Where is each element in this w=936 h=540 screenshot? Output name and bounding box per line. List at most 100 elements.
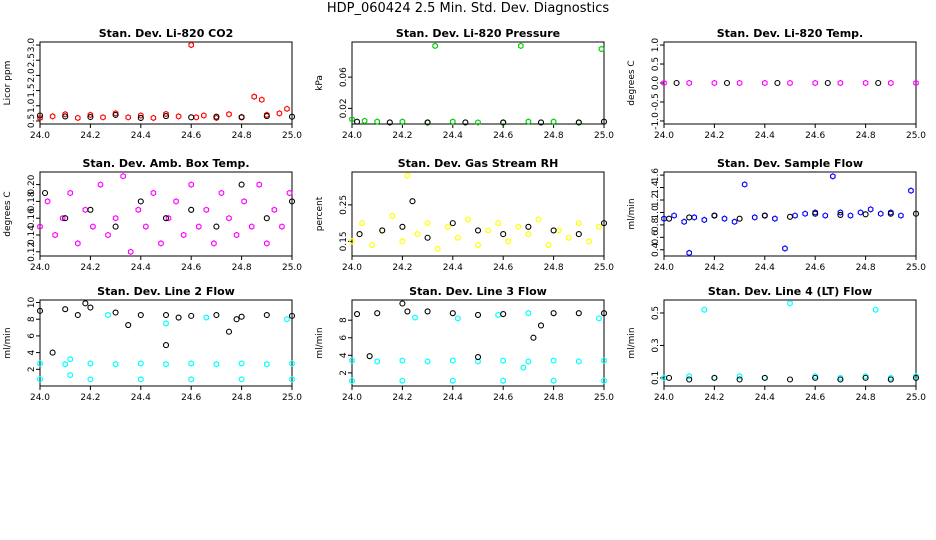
y-tick-label: 0.8 bbox=[651, 217, 661, 232]
data-point bbox=[238, 376, 245, 383]
reference-point bbox=[162, 342, 170, 349]
data-point bbox=[681, 218, 687, 226]
data-point bbox=[226, 214, 232, 222]
data-point bbox=[596, 315, 602, 322]
data-point bbox=[475, 358, 481, 365]
reference-point bbox=[875, 79, 882, 87]
plot-frame bbox=[39, 299, 293, 387]
data-point bbox=[525, 358, 532, 365]
reference-point bbox=[112, 223, 119, 230]
data-point bbox=[661, 79, 667, 87]
data-point bbox=[59, 214, 66, 222]
data-point bbox=[535, 216, 542, 223]
data-point bbox=[661, 215, 667, 222]
reference-point bbox=[353, 310, 361, 318]
data-point bbox=[105, 311, 111, 319]
data-point bbox=[485, 227, 491, 234]
data-point bbox=[686, 249, 693, 257]
chart-panel-9: Stan. Dev. Line 4 (LT) Flow 24.0 24.2 24.4 2… bbox=[627, 285, 926, 403]
plot-frame bbox=[663, 41, 917, 125]
y-tick-label: 0.5 bbox=[27, 114, 37, 128]
y-tick-label: 0.06 bbox=[339, 67, 349, 87]
chart-panel-1: Stan. Dev. Li-820 CO2 24.0 24.2 24.4 24.6 24.… bbox=[3, 27, 302, 141]
data-point bbox=[711, 79, 718, 87]
data-point bbox=[349, 116, 355, 123]
data-point bbox=[772, 215, 778, 222]
y-tick-label: 0.5 bbox=[651, 306, 661, 320]
data-point bbox=[686, 79, 693, 87]
data-point bbox=[671, 212, 677, 219]
data-point bbox=[741, 181, 748, 188]
data-point bbox=[661, 374, 667, 382]
x-tick-label: 25.0 bbox=[282, 263, 302, 273]
data-point bbox=[449, 377, 456, 384]
y-axis-label: degrees C bbox=[3, 191, 13, 236]
data-point bbox=[455, 234, 461, 241]
data-point bbox=[90, 223, 96, 230]
chart-panel-4: Stan. Dev. Amb. Box Temp. 24.0 24.2 24.4 24.… bbox=[3, 157, 302, 273]
data-point bbox=[887, 79, 894, 87]
reference-point bbox=[500, 119, 507, 126]
data-point bbox=[284, 105, 290, 113]
reference-point bbox=[36, 307, 44, 314]
x-tick-label: 24.0 bbox=[342, 263, 362, 273]
reference-point bbox=[575, 231, 582, 238]
x-tick-label: 24.8 bbox=[856, 393, 876, 403]
data-point bbox=[100, 114, 106, 121]
reference-point bbox=[62, 306, 69, 313]
data-point bbox=[203, 206, 210, 214]
plot-frame bbox=[351, 171, 605, 257]
y-axis-label: ml/min bbox=[627, 327, 637, 358]
data-point bbox=[475, 119, 481, 126]
x-tick-label: 24.6 bbox=[181, 131, 201, 141]
data-point bbox=[67, 189, 74, 197]
y-tick-label: 0.02 bbox=[339, 98, 349, 118]
reference-point bbox=[500, 310, 507, 318]
data-point bbox=[52, 231, 58, 239]
y-tick-label: 1.4 bbox=[651, 180, 661, 195]
reference-point bbox=[288, 198, 296, 205]
x-tick-label: 24.6 bbox=[493, 263, 513, 273]
x-tick-label: 24.0 bbox=[654, 131, 674, 141]
data-point bbox=[434, 245, 441, 252]
reference-point bbox=[600, 220, 608, 227]
y-tick-label: 2 bbox=[339, 370, 349, 376]
x-tick-label: 24.4 bbox=[443, 393, 463, 403]
data-point bbox=[761, 79, 768, 87]
reference-point bbox=[474, 353, 482, 361]
data-point bbox=[201, 112, 207, 119]
x-tick-label: 25.0 bbox=[282, 131, 302, 141]
data-point bbox=[188, 181, 194, 188]
data-point bbox=[238, 360, 245, 367]
data-point bbox=[601, 377, 607, 384]
data-point bbox=[125, 114, 131, 121]
x-tick-label: 24.2 bbox=[392, 263, 412, 273]
data-point bbox=[150, 114, 157, 122]
data-point bbox=[188, 360, 194, 367]
data-point bbox=[887, 209, 894, 216]
data-point bbox=[195, 223, 202, 230]
reference-point bbox=[786, 376, 794, 383]
data-point bbox=[188, 376, 194, 383]
data-point bbox=[138, 112, 144, 119]
reference-point bbox=[41, 189, 49, 197]
reference-point bbox=[366, 353, 373, 360]
reference-point bbox=[711, 212, 718, 219]
data-point bbox=[369, 241, 375, 249]
reference-point bbox=[537, 119, 545, 126]
reference-point bbox=[233, 316, 240, 323]
data-point bbox=[505, 238, 512, 245]
data-point bbox=[399, 377, 406, 384]
x-tick-label: 24.0 bbox=[654, 393, 674, 403]
y-tick-label: -0.5 bbox=[651, 93, 661, 111]
data-point bbox=[276, 110, 283, 117]
figure-title: HDP_060424 2.5 Min. Std. Dev. Diagnostic… bbox=[326, 1, 610, 16]
plot-frame bbox=[351, 299, 605, 387]
x-tick-label: 25.0 bbox=[906, 393, 926, 403]
plot-frame bbox=[39, 41, 293, 125]
reference-point bbox=[238, 313, 245, 320]
reference-point bbox=[238, 181, 245, 188]
data-point bbox=[862, 79, 869, 87]
reference-point bbox=[87, 206, 94, 213]
